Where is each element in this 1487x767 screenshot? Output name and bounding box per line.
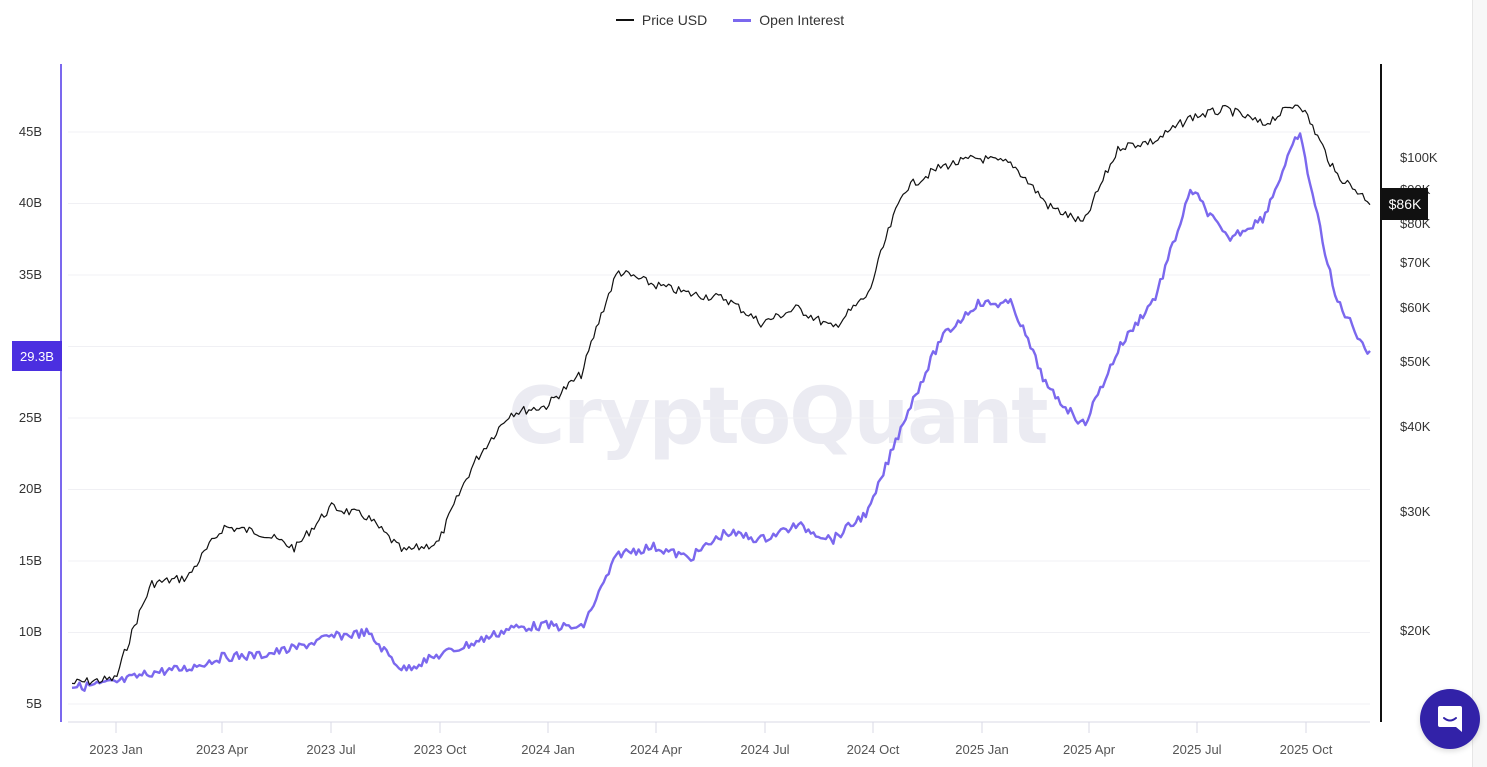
x-tick-2024-jan: 2024 Jan	[521, 742, 575, 757]
x-tick-2025-apr: 2025 Apr	[1062, 742, 1116, 757]
legend-item-open-interest[interactable]: Open Interest	[733, 12, 844, 28]
legend-swatch-open-interest	[733, 18, 752, 22]
open-interest-line	[71, 132, 1371, 692]
x-tick-2023-oct: 2023 Oct	[413, 742, 467, 757]
current-open-interest-badge: 29.3B	[12, 341, 62, 371]
x-tick-2023-apr: 2023 Apr	[195, 742, 249, 757]
legend-label-open-interest: Open Interest	[759, 12, 845, 28]
legend-label-price: Price USD	[641, 12, 708, 28]
current-price-badge: $86K	[1382, 188, 1428, 220]
right-tick-20k: $20K	[1400, 623, 1431, 638]
x-tick-2024-apr: 2024 Apr	[629, 742, 683, 757]
right-tick-30k: $30K	[1400, 504, 1431, 519]
left-tick-25b: 25B	[18, 410, 42, 425]
gridlines	[68, 131, 1370, 705]
x-tick-2025-oct: 2025 Oct	[1279, 742, 1333, 757]
legend-swatch-price	[615, 19, 634, 21]
left-tick-40b: 40B	[18, 195, 42, 210]
right-tick-60k: $60K	[1400, 300, 1431, 315]
left-tick-45b: 45B	[18, 124, 42, 139]
right-tick-100k: $100K	[1400, 150, 1438, 165]
chart-legend: Price USD Open Interest	[0, 12, 1460, 28]
left-tick-15b: 15B	[18, 553, 42, 568]
x-tick-2023-jul: 2023 Jul	[306, 742, 356, 757]
left-tick-5b: 5B	[26, 696, 42, 711]
legend-item-price-usd[interactable]: Price USD	[615, 12, 708, 28]
x-axis-ticks	[115, 722, 1307, 733]
left-tick-20b: 20B	[18, 481, 42, 496]
x-tick-2023-jan: 2023 Jan	[89, 742, 143, 757]
x-tick-2025-jul: 2025 Jul	[1172, 742, 1222, 757]
chat-bubble-icon	[1438, 706, 1462, 732]
price-usd-line	[71, 104, 1371, 686]
x-tick-2024-jul: 2024 Jul	[740, 742, 790, 757]
left-tick-35b: 35B	[18, 267, 42, 282]
chat-support-button[interactable]	[1420, 689, 1480, 749]
x-tick-2025-jan: 2025 Jan	[955, 742, 1009, 757]
right-tick-50k: $50K	[1400, 354, 1431, 369]
watermark: CryptoQuant	[508, 372, 1049, 462]
x-tick-2024-oct: 2024 Oct	[846, 742, 900, 757]
left-tick-10b: 10B	[18, 624, 42, 639]
right-tick-40k: $40K	[1400, 419, 1431, 434]
right-tick-70k: $70K	[1400, 255, 1431, 270]
page-scrollbar[interactable]	[1472, 0, 1487, 767]
